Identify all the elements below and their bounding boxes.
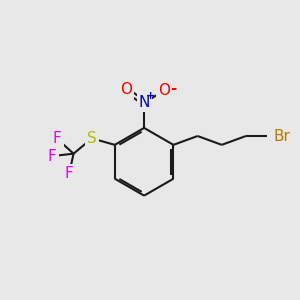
- Text: F: F: [65, 166, 74, 181]
- Text: F: F: [53, 131, 62, 146]
- Text: O: O: [158, 83, 170, 98]
- Text: O: O: [120, 82, 132, 97]
- Text: -: -: [170, 81, 176, 96]
- Text: S: S: [87, 131, 97, 146]
- Text: +: +: [146, 92, 155, 101]
- Text: Br: Br: [274, 128, 290, 143]
- Text: N: N: [138, 95, 150, 110]
- Text: F: F: [48, 148, 57, 164]
